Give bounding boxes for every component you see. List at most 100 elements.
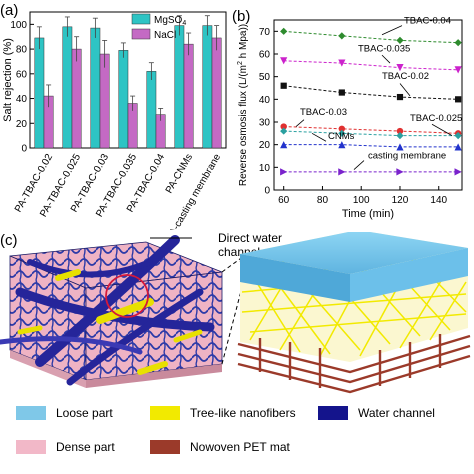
y-axis-label-a: Salt rejection (%): [2, 38, 14, 122]
legend-label-mgso4: MgSO4: [154, 15, 186, 27]
point-tbac-0-02: [455, 96, 462, 103]
x-tick-label-b: 60: [278, 195, 290, 206]
panel-a-label: (a): [0, 2, 19, 19]
legend-label-pet-mat: Nowoven PET mat: [190, 440, 290, 454]
y-tick-label-b: 60: [259, 50, 271, 61]
point-tbac-0-035: [454, 66, 462, 74]
point-tbac-0-04: [338, 32, 346, 40]
annotation-arrow-tbac-0-04: [381, 25, 403, 36]
legend-label-loose-part: Loose part: [56, 406, 113, 420]
y-tick-label-a: 60: [16, 69, 28, 80]
series-line-tbac-0-04: [283, 30, 459, 44]
point-tbac-0-02: [338, 89, 345, 96]
callout-line-1: Direct water: [218, 232, 282, 245]
bar-mgso4-pa-tbac-0-035: [118, 50, 129, 149]
legend-swatch-mgso4: [131, 13, 151, 25]
point-tbac-0-035: [396, 64, 404, 72]
dense-part-swatch: [16, 440, 46, 454]
series-line-tbac-0-025: [283, 130, 459, 137]
annotation-casting-membrane: casting membrane: [368, 150, 446, 161]
y-tick-label-b: 30: [259, 118, 271, 129]
point-casting-membrane: [396, 168, 404, 176]
point-tbac-0-02: [280, 82, 287, 89]
legend-label-nanofibers: Tree-like nanofibers: [190, 406, 296, 420]
schematic-legend: Loose part Tree-like nanofibers Water ch…: [0, 398, 474, 474]
point-tbac-0-025: [454, 132, 462, 140]
panel-b-label: (b): [232, 8, 251, 25]
y-tick-label-b: 40: [259, 95, 271, 106]
bar-nacl-pa-tbac-0-03: [99, 53, 110, 149]
bar-mgso4-pa-tbac-0-025: [62, 26, 73, 149]
bar-mgso4-pa-tbac-0-04: [146, 71, 157, 149]
pet-mat-swatch: [150, 440, 180, 454]
point-tbac-0-035: [280, 57, 288, 65]
y-tick-label-a: 80: [16, 45, 28, 56]
annotation-tbac-0-02: TBAC-0.02: [382, 71, 429, 82]
annotation-tbac-0-025: TBAC-0.025: [410, 113, 462, 124]
membrane-cube-closeup: [0, 235, 223, 388]
bar-mgso4-pa-tbac-0-02: [34, 37, 45, 149]
point-tbac-0-035: [338, 59, 346, 67]
x-tick-label-b: 140: [430, 195, 447, 206]
loose-part-swatch: [16, 406, 46, 420]
series-line-tbac-0-03: [283, 126, 459, 134]
legend-item-water-channel: Water channel: [318, 406, 435, 420]
water-channel-swatch: [318, 406, 348, 420]
bar-nacl-pa-casting-membrane: [211, 37, 222, 149]
bar-mgso4-pa-cnms: [174, 25, 185, 149]
point-tbac-0-03: [396, 127, 404, 135]
y-tick-label-b: 50: [259, 72, 271, 83]
legend-label-water-channel: Water channel: [358, 406, 435, 420]
y-tick-label-b: 10: [259, 163, 271, 174]
point-cnms: [280, 141, 288, 149]
x-axis-label-b: Time (min): [342, 208, 394, 220]
annotation-tbac-0-03: TBAC-0.03: [300, 107, 347, 118]
point-tbac-0-03: [280, 123, 287, 130]
y-tick-label-b: 20: [259, 140, 271, 151]
point-casting-membrane: [280, 168, 288, 176]
annotation-arrow-casting-membrane: [353, 160, 365, 170]
annotation-cnms: CNMs: [328, 131, 355, 142]
y-axis-label-b: Reverse osmosis flux (L/(m2 h Mpa)): [237, 24, 249, 186]
point-cnms: [338, 141, 346, 149]
point-tbac-0-03: [338, 125, 346, 132]
x-tick-label-b: 100: [353, 195, 370, 206]
annotation-tbac-0-035: TBAC-0.035: [358, 44, 410, 55]
point-tbac-0-04: [454, 39, 462, 47]
nanofibers-swatch: [150, 406, 180, 420]
legend-item-loose-part: Loose part: [16, 406, 113, 420]
point-tbac-0-04: [280, 27, 288, 35]
annotation-arrow-tbac-0-025: [431, 123, 453, 136]
y-tick-label-b: 0: [264, 186, 270, 197]
y-tick-label-a: 100: [10, 20, 27, 31]
layered-membrane-model: [237, 232, 471, 394]
membrane-schematic: Direct water channels: [0, 232, 471, 394]
series-line-tbac-0-02: [283, 85, 459, 100]
point-tbac-0-025: [396, 132, 404, 140]
y-tick-label-a: 20: [16, 119, 28, 130]
y-tick-label-a: 0: [21, 144, 27, 155]
point-cnms: [454, 143, 462, 151]
annotation-arrow-cnms: [311, 132, 327, 142]
bar-mgso4-pa-tbac-0-03: [90, 27, 101, 149]
point-casting-membrane: [454, 168, 462, 176]
x-tick-label-a: PA-CNMs: [164, 152, 195, 195]
legend-label-nacl: NaCl: [154, 30, 176, 41]
series-line-tbac-0-035: [283, 60, 459, 71]
legend-item-dense-part: Dense part: [16, 440, 115, 454]
x-tick-label-b: 120: [392, 195, 409, 206]
plot-frame-b: [273, 19, 463, 191]
bar-mgso4-pa-casting-membrane: [202, 25, 213, 149]
y-tick-label-a: 40: [16, 94, 28, 105]
flux-line-chart: 0 10 20 30 40 50 60 70 60 80 100 120 140 Time (min) Re…: [237, 15, 463, 220]
annotation-tbac-0-04: TBAC-0.04: [404, 15, 451, 26]
point-cnms: [396, 143, 404, 151]
legend-item-pet-mat: Nowoven PET mat: [150, 440, 290, 454]
annotation-arrow-tbac-0-02: [399, 83, 411, 97]
bar-nacl-pa-tbac-0-025: [71, 48, 82, 149]
bar-nacl-pa-cnms: [183, 43, 194, 149]
point-tbac-0-04: [396, 36, 404, 44]
panel-c-label: (c): [0, 232, 18, 249]
legend-swatch-nacl: [131, 28, 151, 40]
